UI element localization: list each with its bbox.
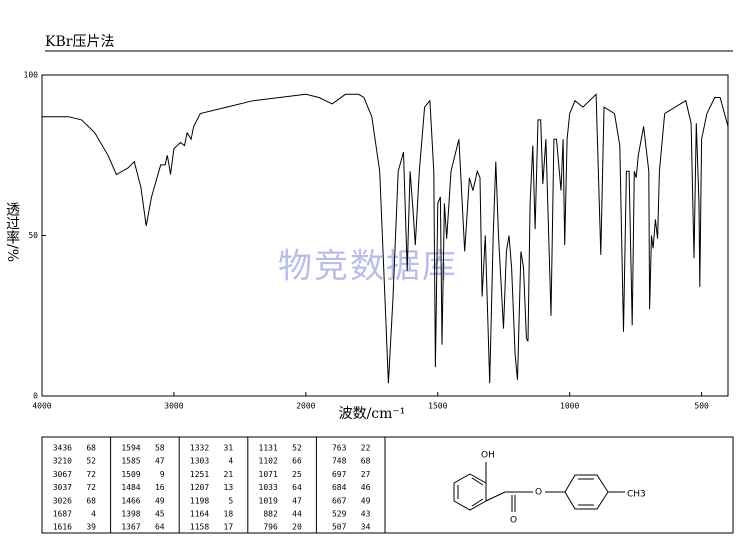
peak-table: 3436 68 3210 52 3067 72 3037 72 3026 68 1687 4 1616 3… [53,437,386,533]
y-tick-label: 0 [33,392,38,401]
peak-wavenumber: 1332 [190,444,209,453]
hydroxyl-label: OH [481,451,495,461]
peak-wavenumber: 1033 [259,483,278,492]
peak-wavenumber: 1466 [121,496,140,505]
bond [471,498,484,507]
peak-wavenumber: 697 [332,470,347,479]
peak-wavenumber: 1303 [190,457,209,466]
ring [453,473,487,511]
x-tick-label: 4000 [32,402,51,411]
peak-transmittance: 5 [228,496,233,505]
peak-wavenumber: 1198 [190,496,209,505]
peak-transmittance: 25 [292,470,302,479]
peak-wavenumber: 1687 [53,510,72,519]
watermark: 物竞数据库 [278,247,458,287]
peak-transmittance: 4 [228,457,233,466]
peak-wavenumber: 1207 [190,483,209,492]
x-tick-label: 3000 [164,402,183,411]
x-tick-label: 500 [694,402,709,411]
peak-wavenumber: 1594 [121,444,140,453]
peak-wavenumber: 1019 [259,496,278,505]
peak-transmittance: 45 [155,510,165,519]
peak-transmittance: 47 [292,496,302,505]
x-axis-label: 波数/cm⁻¹ [339,406,406,422]
table-frame [41,436,734,534]
peak-wavenumber: 667 [332,496,347,505]
spectrum-line [42,93,729,384]
peak-wavenumber: 1509 [121,470,140,479]
peak-transmittance: 20 [292,523,302,532]
methyl-label: CH3 [627,490,646,500]
peak-transmittance: 22 [361,444,371,453]
ester-label: O [535,488,542,498]
peak-transmittance: 17 [224,523,234,532]
peak-wavenumber: 1158 [190,523,209,532]
peak-transmittance: 44 [292,510,302,519]
peak-transmittance: 72 [86,483,96,492]
y-axis-label: 透过率/% [4,202,20,262]
chart-title: KBr压片法 [45,34,114,50]
peak-transmittance: 21 [224,470,234,479]
y-tick-label: 100 [24,71,39,80]
peak-transmittance: 46 [361,483,371,492]
peak-wavenumber: 3026 [53,496,72,505]
ring [564,474,609,510]
peak-transmittance: 27 [361,470,371,479]
peak-wavenumber: 3436 [53,444,72,453]
peak-transmittance: 13 [224,483,234,492]
peak-wavenumber: 763 [332,444,347,453]
peak-wavenumber: 1102 [259,457,278,466]
peak-transmittance: 47 [155,457,165,466]
peak-wavenumber: 3067 [53,470,72,479]
peak-transmittance: 9 [160,470,165,479]
peak-wavenumber: 882 [263,510,278,519]
peak-wavenumber: 1164 [190,510,209,519]
peak-wavenumber: 684 [332,483,347,492]
structure [453,462,625,512]
peak-wavenumber: 796 [263,523,278,532]
peak-transmittance: 68 [86,444,96,453]
peak-transmittance: 34 [361,523,371,532]
peak-transmittance: 49 [361,496,371,505]
peak-transmittance: 49 [155,496,165,505]
peak-transmittance: 16 [155,483,165,492]
peak-transmittance: 72 [86,470,96,479]
peak-wavenumber: 529 [332,510,347,519]
peak-wavenumber: 1367 [121,523,140,532]
x-tick-label: 2000 [296,402,315,411]
peak-wavenumber: 507 [332,523,347,532]
peak-transmittance: 39 [86,523,96,532]
peak-wavenumber: 1585 [121,457,140,466]
peak-transmittance: 31 [224,444,234,453]
peak-transmittance: 43 [361,510,371,519]
peak-wavenumber: 1616 [53,523,72,532]
carbonyl-label: O [510,516,517,526]
peak-wavenumber: 748 [332,457,347,466]
peak-transmittance: 58 [155,444,165,453]
peak-wavenumber: 1071 [259,470,278,479]
peak-wavenumber: 1131 [259,444,278,453]
y-tick-label: 50 [28,231,38,240]
x-tick-label: 1000 [560,402,579,411]
peak-wavenumber: 3037 [53,483,72,492]
peak-wavenumber: 3210 [53,457,72,466]
peak-wavenumber: 1251 [190,470,209,479]
peak-transmittance: 64 [155,523,165,532]
peak-transmittance: 68 [86,496,96,505]
bond [471,477,484,486]
peak-transmittance: 4 [91,510,96,519]
peak-transmittance: 52 [86,457,96,466]
peak-transmittance: 68 [361,457,371,466]
x-tick-label: 1500 [428,402,447,411]
peak-wavenumber: 1398 [121,510,140,519]
bond [485,491,506,502]
peak-transmittance: 64 [292,483,302,492]
peak-transmittance: 52 [292,444,302,453]
peak-transmittance: 66 [292,457,302,466]
peak-transmittance: 18 [224,510,234,519]
peak-wavenumber: 1484 [121,483,140,492]
